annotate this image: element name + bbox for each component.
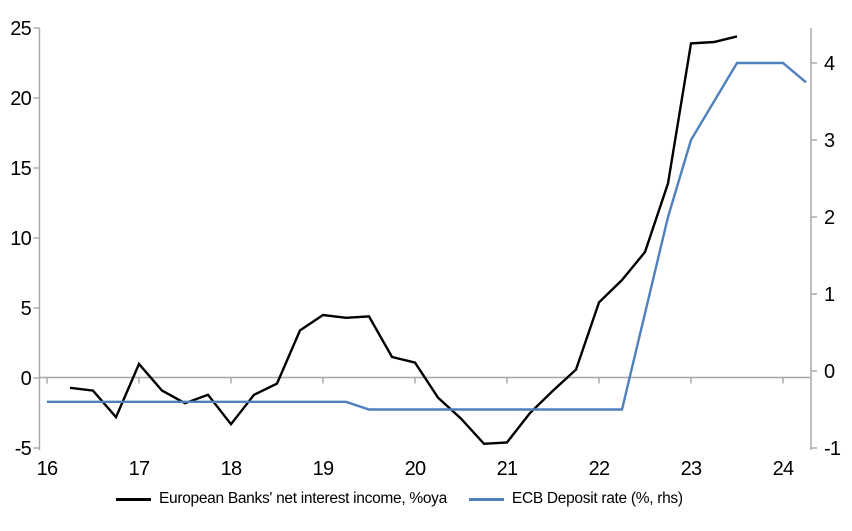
y-axis-right-tick-label: 0: [824, 361, 835, 383]
legend-line-sample-blue: [468, 497, 504, 501]
y-axis-left-tick-label: 20: [10, 88, 31, 110]
y-axis-right-tick-label: 3: [824, 130, 835, 152]
x-axis-year-label: 21: [497, 458, 518, 480]
legend-line-sample-black: [116, 497, 151, 501]
y-axis-right-tick-label: 1: [824, 284, 835, 306]
y-axis-right-tick-label: -1: [824, 438, 841, 460]
axis-ticks: [33, 27, 817, 449]
y-axis-left-tick-label: 5: [21, 298, 32, 320]
axes: [38, 28, 812, 450]
x-axis-year-label: 17: [129, 458, 150, 480]
legend-entry-ecb-deposit-rate: ECB Deposit rate (%, rhs): [468, 490, 683, 508]
y-axis-right-tick-label: 2: [824, 207, 835, 229]
x-axis-year-label: 24: [773, 458, 794, 480]
y-axis-left-tick-label: -5: [15, 438, 32, 460]
series-line-net-interest-income: [69, 35, 738, 446]
y-axis-left-tick-label: 0: [21, 368, 32, 390]
y-axis-left-tick-label: 15: [10, 158, 31, 180]
y-axis-left-tick-label: 10: [10, 228, 31, 250]
x-axis-year-label: 18: [221, 458, 242, 480]
series-line-ecb-deposit-rate: [47, 61, 807, 411]
legend-entry-net-interest-income: European Banks' net interest income, %oy…: [116, 490, 447, 508]
chart-legend: European Banks' net interest income, %oy…: [116, 490, 683, 508]
series-lines: [47, 35, 807, 446]
y-axis-right-tick-label: 4: [824, 53, 835, 75]
x-axis-year-label: 19: [313, 458, 334, 480]
x-axis-year-label: 20: [405, 458, 426, 480]
y-axis-left-tick-label: 25: [10, 18, 31, 40]
legend-label-ecb-deposit-rate: ECB Deposit rate (%, rhs): [511, 490, 683, 507]
x-axis-year-label: 23: [681, 458, 702, 480]
x-axis-year-label: 16: [37, 458, 58, 480]
legend-label-net-interest-income: European Banks' net interest income, %oy…: [159, 490, 447, 507]
x-axis-year-label: 22: [589, 458, 610, 480]
